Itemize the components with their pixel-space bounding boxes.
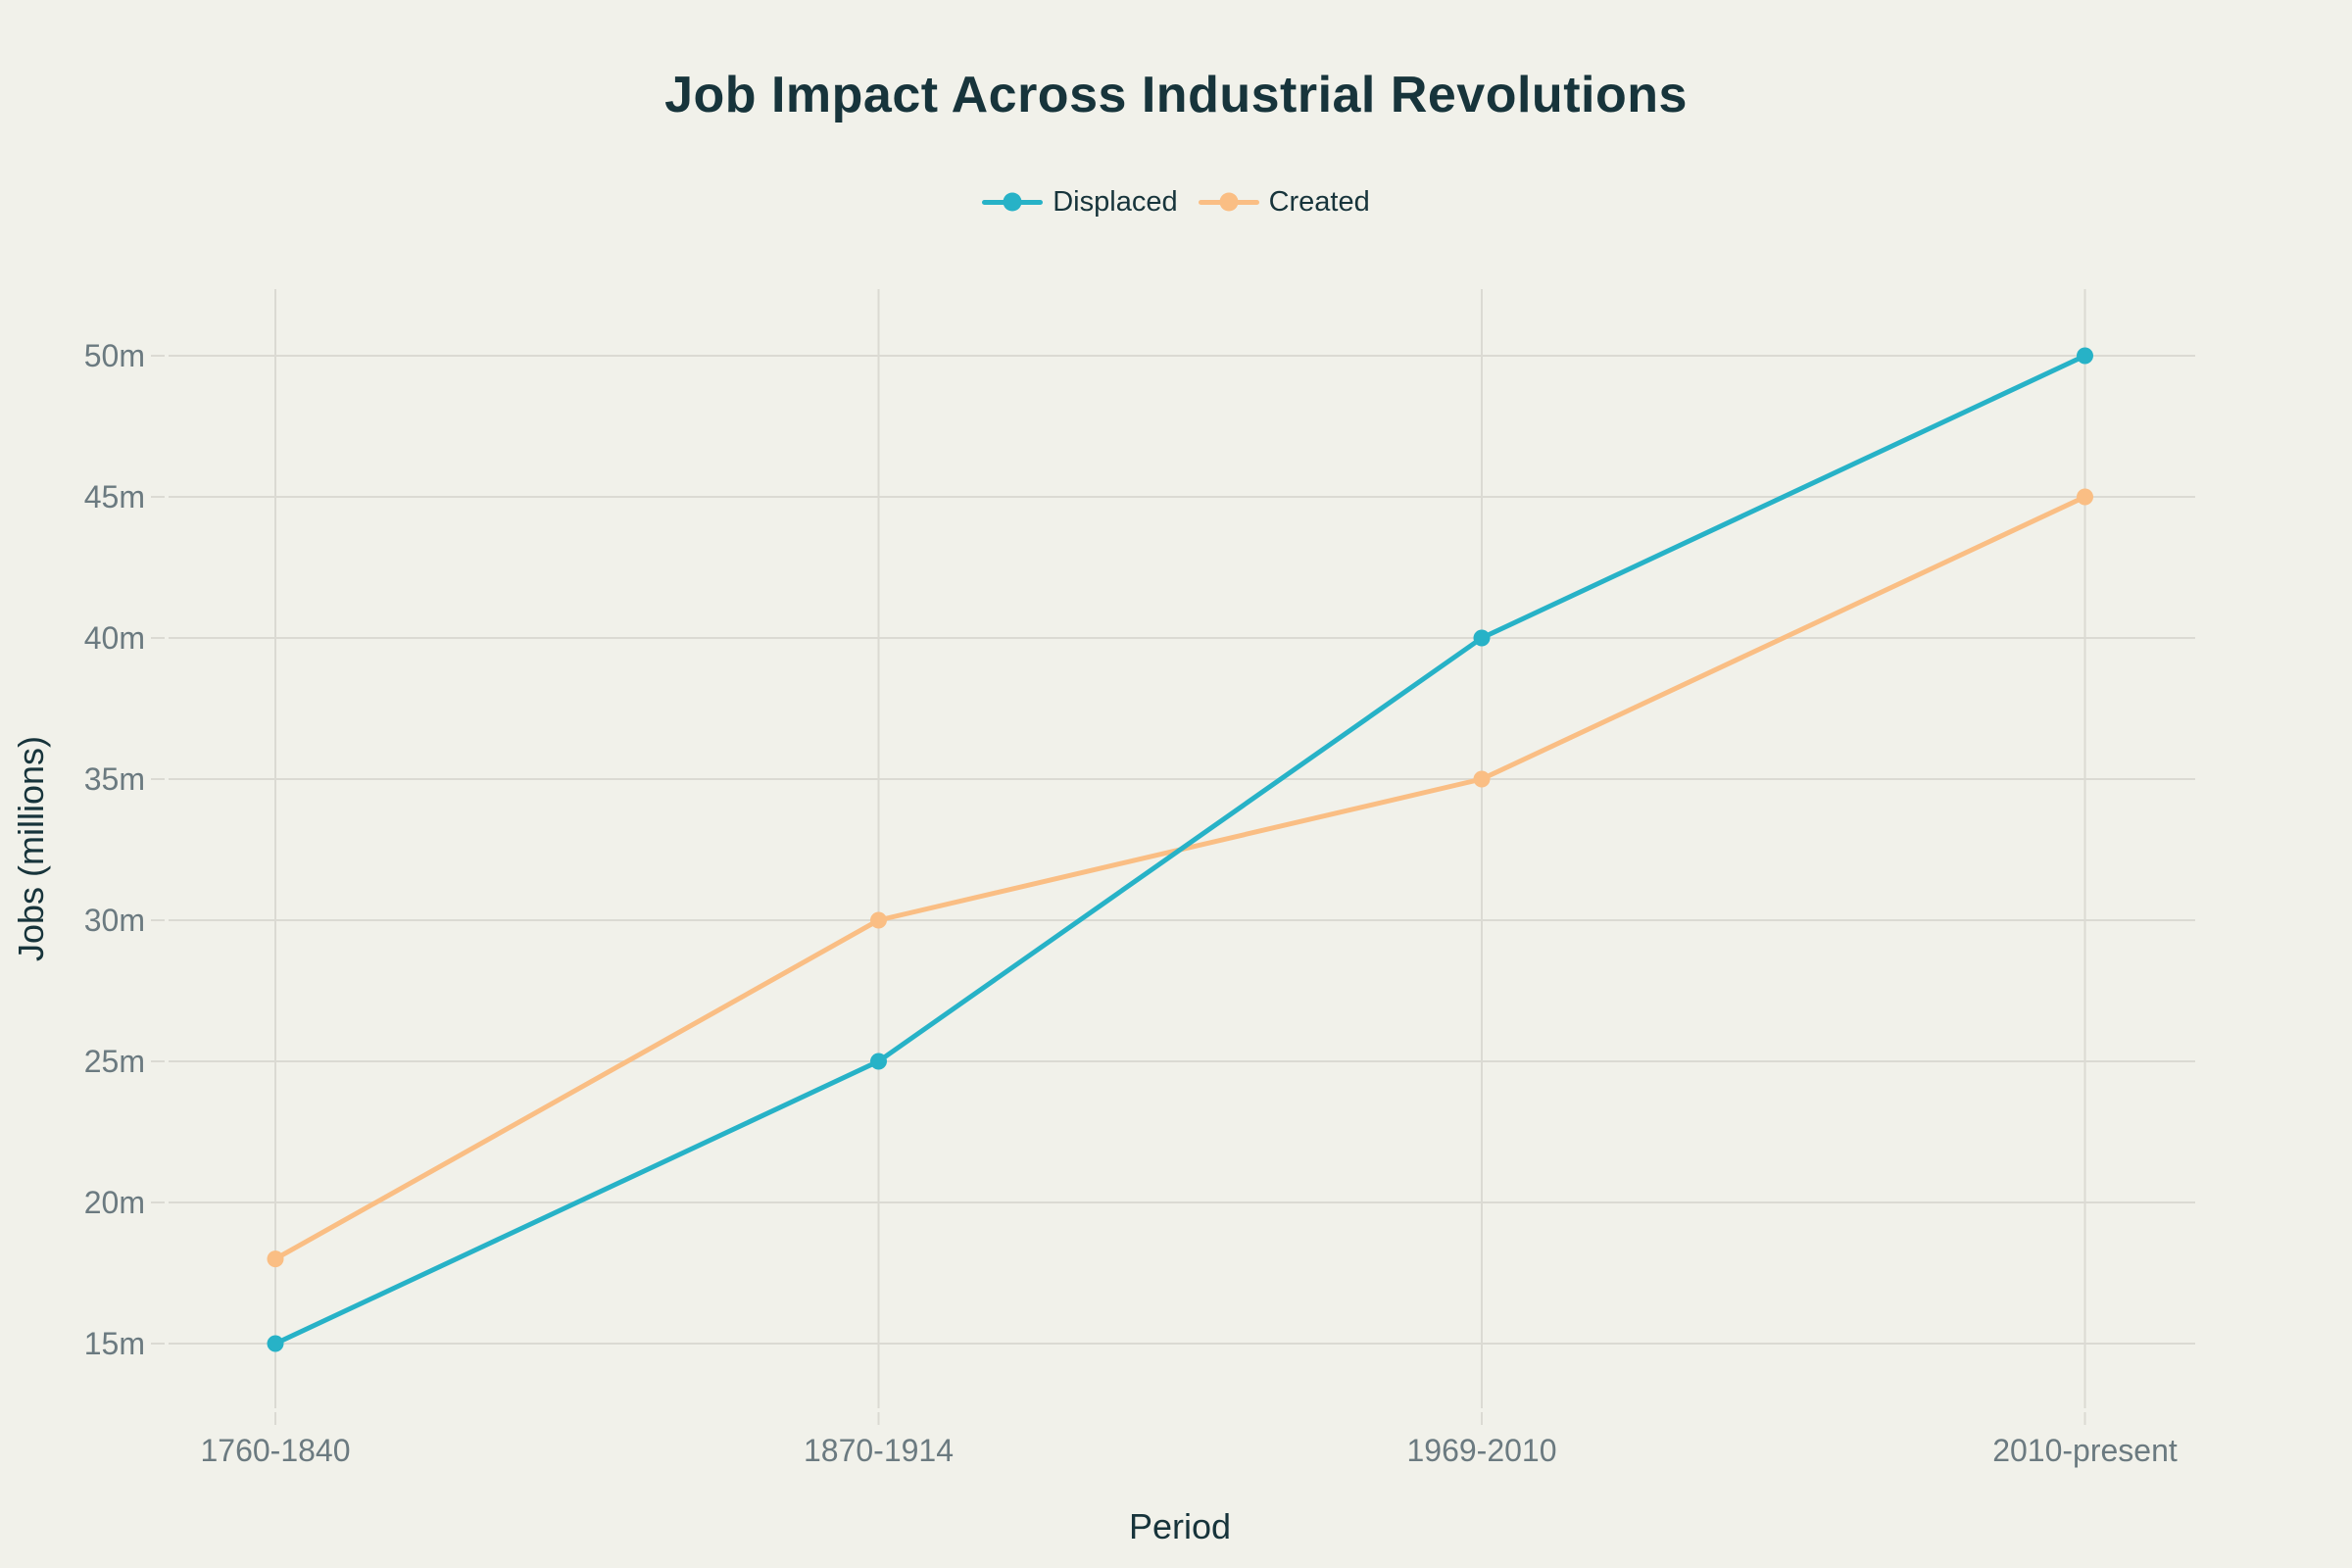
series-line-created [272, 494, 2087, 1262]
data-point-displaced-3[interactable] [2077, 347, 2093, 365]
y-tick-label: 35m [84, 761, 145, 797]
legend-marker-icon [1198, 192, 1259, 212]
x-tick-label: 1760-1840 [200, 1433, 350, 1468]
legend-item-displaced[interactable]: Displaced [982, 185, 1178, 219]
series-line-displaced [272, 353, 2087, 1347]
legend-marker-icon [982, 192, 1044, 212]
data-point-created-0[interactable] [267, 1250, 284, 1268]
data-point-created-2[interactable] [1473, 770, 1491, 788]
x-axis-title: Period [1128, 1506, 1232, 1546]
y-axis-title: Jobs (millions) [11, 735, 51, 962]
y-tick-label: 25m [84, 1044, 145, 1079]
y-tick-label: 45m [84, 479, 145, 514]
x-tick-label: 1870-1914 [804, 1433, 954, 1468]
legend-item-created[interactable]: Created [1198, 185, 1370, 219]
data-point-displaced-2[interactable] [1473, 629, 1491, 647]
data-point-displaced-0[interactable] [267, 1335, 284, 1352]
y-tick-label: 50m [84, 338, 145, 373]
x-tick-label: 1969-2010 [1406, 1433, 1556, 1468]
data-point-created-3[interactable] [2077, 488, 2093, 506]
x-tick-label: 2010-present [1992, 1433, 2178, 1468]
legend-label: Created [1268, 185, 1370, 218]
legend-label: Displaced [1053, 185, 1178, 218]
data-point-created-1[interactable] [870, 911, 887, 929]
chart-title: Job Impact Across Industrial Revolutions [664, 67, 1688, 123]
y-tick-label: 30m [84, 903, 145, 938]
y-tick-label: 20m [84, 1185, 145, 1220]
y-tick-label: 40m [84, 620, 145, 656]
legend: Displaced Created [0, 184, 2352, 220]
y-tick-label: 15m [84, 1326, 145, 1361]
data-point-displaced-1[interactable] [870, 1053, 887, 1070]
